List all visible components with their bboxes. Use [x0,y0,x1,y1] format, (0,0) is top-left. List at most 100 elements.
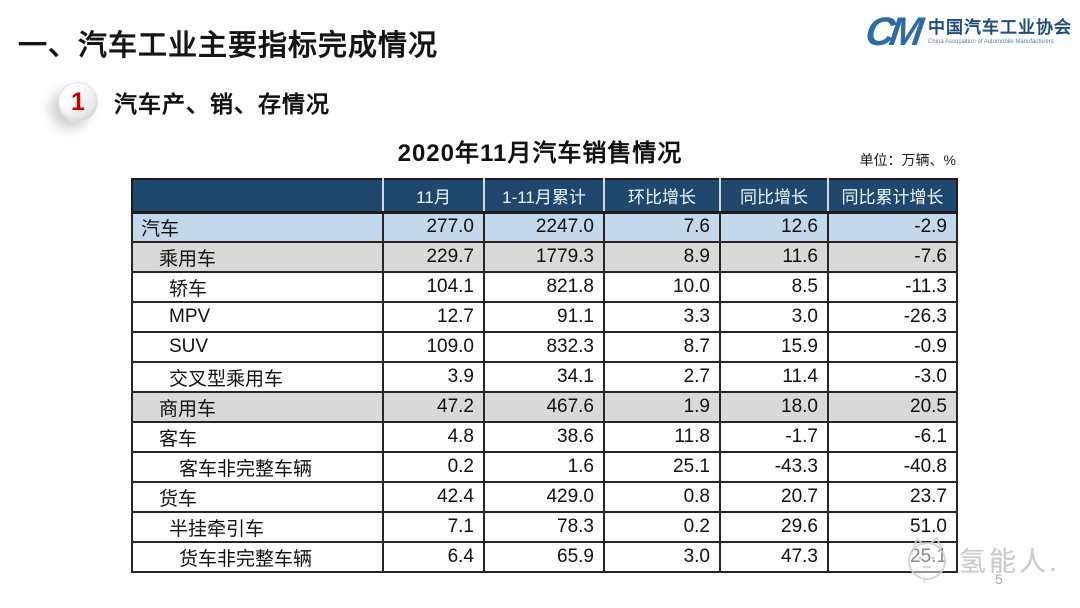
table-cell-value: 3.0 [719,301,829,333]
watermark-text: 氢能人. [959,546,1060,577]
row-label: 汽车 [131,211,384,243]
table-cell-value: 20.5 [827,391,958,423]
table-cell-value: 277.0 [382,211,485,243]
table-cell-value: 91.1 [483,301,605,333]
table-cell-value: -43.3 [719,451,829,483]
table-cell-value: 18.0 [719,391,829,423]
table-cell-value: 78.3 [483,511,605,543]
caam-logo-icon: CM [862,10,922,54]
table-row: 半挂牵引车 7.1 78.3 0.2 29.6 51.0 [131,511,958,543]
table-cell-value: 1.9 [603,391,721,423]
table-row: 乘用车 229.7 1779.3 8.9 11.6 -7.6 [131,241,958,273]
table-cell-value: 1779.3 [483,241,605,273]
table-cell-value: 34.1 [483,361,605,393]
table-cell-value: 51.0 [827,511,958,543]
table-cell-value: 0.8 [603,481,721,513]
table-cell-value: 25.1 [603,451,721,483]
table-cell-value: 467.6 [483,391,605,423]
column-header: 同比增长 [719,179,828,214]
column-header: 同比累计增长 [827,179,957,214]
table-cell-value: 47.2 [382,391,485,423]
table-cell-value: 6.4 [382,541,485,573]
table-row: MPV 12.7 91.1 3.3 3.0 -26.3 [131,301,958,333]
table-cell-value: 821.8 [483,271,605,303]
row-label: 商用车 [131,391,384,423]
table-cell-value: 3.0 [603,541,721,573]
sales-table: 11月 1-11月累计 环比增长 同比增长 同比累计增长 汽车 277.0 2247.0 7.… [131,178,958,573]
table-cell-value: 12.6 [719,211,829,243]
table-cell-value: 8.7 [603,331,721,363]
table-cell-value: 8.9 [603,241,721,273]
table-cell-value: -6.1 [827,421,958,453]
table-cell-value: 20.7 [719,481,829,513]
row-label: 半挂牵引车 [131,511,384,543]
section-title: 汽车产、销、存情况 [114,91,330,117]
column-header: 11月 [382,179,484,214]
row-label: SUV [131,331,384,363]
unit-label: 单位：万辆、% [859,152,956,168]
table-cell-value: 11.4 [719,361,829,393]
table-cell-value: 3.3 [603,301,721,333]
table-cell-value: 11.6 [719,241,829,273]
page-number: 5 [995,571,1003,587]
table-cell-value: -11.3 [827,271,958,303]
table-cell-value: 832.3 [483,331,605,363]
table-cell-value: 11.8 [603,421,721,453]
table-cell-value: 3.9 [382,361,485,393]
table-body: 汽车 277.0 2247.0 7.6 12.6 -2.9 乘用车 229.7 1779.3 8.… [131,211,958,573]
row-label: MPV [131,301,384,333]
table-cell-value: 104.1 [382,271,485,303]
caam-logo-names: 中国汽车工业协会 China Association of Automobile… [928,18,1072,46]
logo-name-cn: 中国汽车工业协会 [928,17,1072,37]
table-cell-value: 23.7 [827,481,958,513]
table-cell-value: -40.8 [827,451,958,483]
table-title: 2020年11月汽车销售情况 [397,140,683,167]
table-row: 商用车 47.2 467.6 1.9 18.0 20.5 [131,391,958,423]
table-cell-value: -0.9 [827,331,958,363]
row-label: 交叉型乘用车 [131,361,384,393]
table-cell-value: 2247.0 [483,211,605,243]
table-cell-value: 109.0 [382,331,485,363]
table-cell-value: 15.9 [719,331,829,363]
table-cell-value: 8.5 [719,271,829,303]
row-label: 货车非完整车辆 [131,541,384,573]
table-cell-value: -1.7 [719,421,829,453]
table-cell-value: -2.9 [827,211,958,243]
table-row: 客车非完整车辆 0.2 1.6 25.1 -43.3 -40.8 [131,451,958,483]
table-cell-value: 47.3 [719,541,829,573]
table-row: 交叉型乘用车 3.9 34.1 2.7 11.4 -3.0 [131,361,958,393]
table-cell-value: -7.6 [827,241,958,273]
table-cell-value: 1.6 [483,451,605,483]
table-cell-value: 65.9 [483,541,605,573]
table-cell-value: 0.2 [603,511,721,543]
table-cell-value: 12.7 [382,301,485,333]
page-title: 一、汽车工业主要指标完成情况 [18,30,439,62]
cat-face-icon [908,537,946,583]
table-head-row: 11月 1-11月累计 环比增长 同比增长 同比累计增长 [132,179,957,214]
table-cell-value: 7.6 [603,211,721,243]
table-row: SUV 109.0 832.3 8.7 15.9 -0.9 [131,331,958,363]
row-label: 客车 [131,421,384,453]
row-label: 客车非完整车辆 [131,451,384,483]
table-cell-value: 42.4 [382,481,485,513]
watermark: 氢能人. [903,535,1060,583]
row-label: 轿车 [131,271,384,303]
table-row: 客车 4.8 38.6 11.8 -1.7 -6.1 [131,421,958,453]
caam-logo: CM 中国汽车工业协会 China Association of Automob… [862,10,1072,54]
table-cell-value: 38.6 [483,421,605,453]
column-header: 1-11月累计 [483,179,604,214]
table-cell-value: 0.2 [382,451,485,483]
table-row: 轿车 104.1 821.8 10.0 8.5 -11.3 [131,271,958,303]
table-cell-value: 429.0 [483,481,605,513]
table-cell-value: 10.0 [603,271,721,303]
table-cell-value: -3.0 [827,361,958,393]
table-cell-value: 4.8 [382,421,485,453]
row-label: 货车 [131,481,384,513]
table-cell-value: 2.7 [603,361,721,393]
column-header: 环比增长 [603,179,720,214]
column-header-category [132,179,383,214]
table-row: 汽车 277.0 2247.0 7.6 12.6 -2.9 [131,211,958,243]
section-number: 1 [71,87,85,116]
section-number-badge: 1 [58,82,98,122]
